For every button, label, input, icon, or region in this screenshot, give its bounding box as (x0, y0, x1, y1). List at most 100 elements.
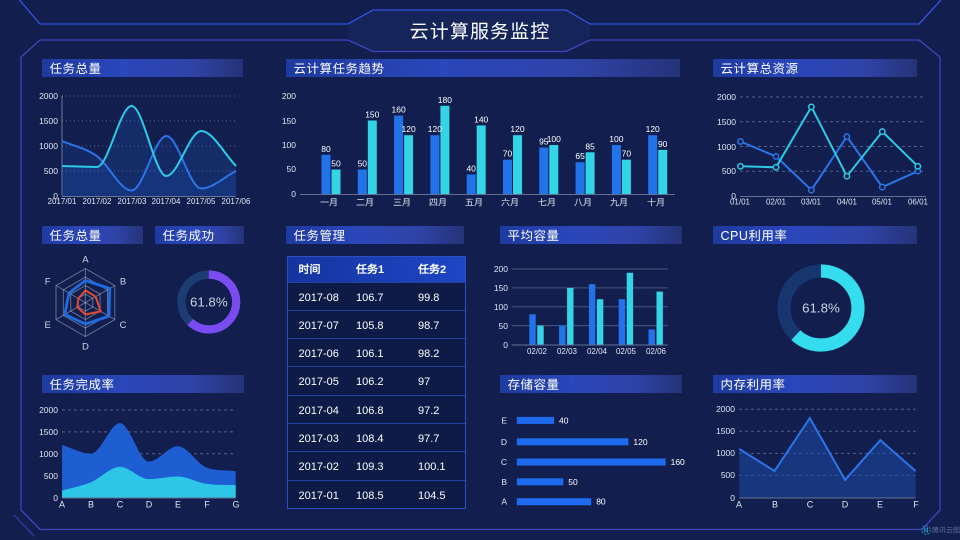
svg-text:90: 90 (658, 139, 668, 149)
svg-text:0: 0 (503, 340, 508, 350)
svg-text:0: 0 (291, 189, 296, 199)
svg-text:500: 500 (44, 471, 58, 481)
svg-text:80: 80 (596, 497, 606, 507)
svg-text:2000: 2000 (716, 404, 735, 414)
svg-text:2017/06: 2017/06 (222, 197, 250, 206)
svg-text:120: 120 (428, 124, 442, 134)
svg-text:02/01: 02/01 (766, 198, 787, 207)
svg-text:150: 150 (494, 283, 508, 293)
svg-text:70: 70 (622, 149, 632, 159)
svg-text:A: A (59, 500, 65, 510)
svg-text:E: E (175, 500, 181, 510)
svg-text:A: A (82, 255, 89, 266)
svg-text:50: 50 (287, 164, 297, 174)
svg-text:40: 40 (559, 415, 569, 425)
svg-text:二月: 二月 (356, 196, 374, 209)
svg-text:02/06: 02/06 (646, 347, 667, 356)
svg-text:B: B (501, 477, 507, 487)
svg-text:D: D (146, 500, 153, 510)
svg-text:十月: 十月 (647, 196, 665, 209)
svg-text:100: 100 (547, 134, 561, 144)
svg-text:五月: 五月 (465, 196, 483, 209)
svg-text:2017/05: 2017/05 (187, 197, 216, 206)
svg-text:140: 140 (474, 114, 488, 124)
svg-text:F: F (204, 500, 210, 510)
svg-text:G: G (232, 500, 239, 510)
svg-text:95: 95 (539, 137, 549, 147)
svg-text:E: E (45, 320, 51, 331)
svg-text:150: 150 (365, 110, 379, 120)
svg-text:160: 160 (392, 105, 406, 115)
svg-text:A: A (736, 500, 742, 510)
svg-text:40: 40 (466, 163, 476, 173)
svg-text:65: 65 (575, 151, 585, 161)
svg-text:02/03: 02/03 (557, 347, 578, 356)
svg-text:150: 150 (282, 116, 296, 126)
svg-text:50: 50 (499, 321, 509, 331)
svg-text:50: 50 (568, 477, 578, 487)
svg-text:02/04: 02/04 (587, 347, 608, 356)
svg-text:B: B (88, 500, 94, 510)
svg-text:0: 0 (53, 493, 58, 503)
svg-text:80: 80 (321, 144, 331, 154)
svg-text:120: 120 (646, 124, 660, 134)
svg-text:四月: 四月 (429, 196, 447, 209)
svg-text:B: B (772, 500, 778, 510)
svg-text:200: 200 (282, 91, 296, 101)
svg-text:85: 85 (585, 141, 595, 151)
svg-text:1500: 1500 (39, 116, 58, 126)
svg-text:腾讯云图: 腾讯云图 (932, 526, 960, 536)
svg-text:E: E (501, 415, 507, 425)
svg-text:八月: 八月 (574, 196, 592, 209)
svg-text:1500: 1500 (716, 426, 735, 436)
svg-text:2017/03: 2017/03 (118, 197, 147, 206)
svg-text:C: C (807, 500, 814, 510)
svg-text:100: 100 (494, 302, 508, 312)
svg-text:D: D (82, 342, 89, 353)
svg-text:03/01: 03/01 (801, 198, 822, 207)
svg-text:500: 500 (44, 166, 58, 176)
svg-text:120: 120 (402, 124, 416, 134)
svg-text:七月: 七月 (538, 196, 556, 209)
svg-text:02/02: 02/02 (527, 347, 548, 356)
svg-text:C: C (501, 457, 507, 467)
svg-text:1000: 1000 (716, 448, 735, 458)
svg-text:50: 50 (331, 159, 341, 169)
svg-text:1000: 1000 (39, 141, 58, 151)
svg-text:06/01: 06/01 (908, 198, 929, 207)
svg-text:1000: 1000 (39, 449, 58, 459)
svg-text:0: 0 (730, 493, 735, 503)
svg-text:500: 500 (721, 470, 735, 480)
svg-text:04/01: 04/01 (837, 198, 858, 207)
svg-text:0: 0 (53, 191, 58, 201)
svg-text:F: F (913, 500, 919, 510)
svg-text:一月: 一月 (320, 196, 338, 209)
svg-text:500: 500 (722, 166, 736, 176)
svg-text:1500: 1500 (717, 117, 736, 127)
svg-text:61.8%: 61.8% (802, 301, 840, 316)
svg-text:C: C (120, 320, 127, 331)
svg-text:F: F (45, 276, 51, 287)
svg-text:B: B (120, 276, 126, 287)
svg-text:70: 70 (503, 149, 513, 159)
svg-text:05/01: 05/01 (872, 198, 893, 207)
svg-text:1500: 1500 (39, 427, 58, 437)
svg-text:2000: 2000 (39, 405, 58, 415)
svg-text:E: E (877, 500, 883, 510)
svg-text:A: A (501, 497, 507, 507)
svg-text:200: 200 (494, 264, 508, 274)
svg-text:D: D (842, 500, 849, 510)
svg-text:九月: 九月 (610, 196, 628, 209)
svg-text:50: 50 (358, 159, 368, 169)
svg-text:02/05: 02/05 (616, 347, 637, 356)
svg-text:2017/01: 2017/01 (48, 197, 77, 206)
svg-text:D: D (501, 437, 507, 447)
svg-text:三月: 三月 (393, 196, 411, 209)
svg-text:160: 160 (671, 457, 685, 467)
svg-text:2000: 2000 (717, 92, 736, 102)
svg-text:2000: 2000 (39, 91, 58, 101)
svg-text:120: 120 (510, 124, 524, 134)
svg-text:100: 100 (609, 134, 623, 144)
svg-text:六月: 六月 (501, 196, 519, 209)
svg-text:C: C (117, 500, 124, 510)
